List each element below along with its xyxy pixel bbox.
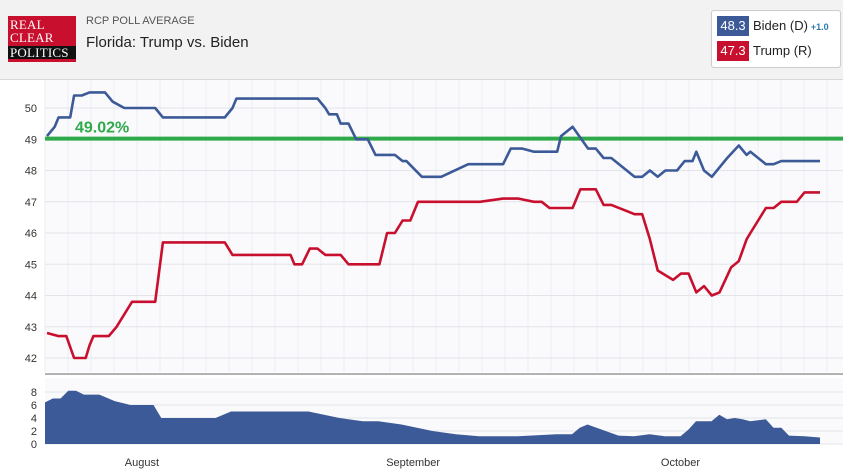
legend-item-biden[interactable]: 48.3 Biden (D) +1.0: [717, 16, 829, 36]
spread-y-tick-label: 2: [31, 426, 37, 438]
x-tick-label: August: [125, 457, 159, 469]
logo-text-clear: CLEAR: [10, 30, 54, 45]
y-tick-label: 49: [25, 134, 37, 146]
y-tick-label: 50: [25, 103, 37, 115]
legend-item-trump[interactable]: 47.3 Trump (R): [717, 41, 812, 61]
biden-line: [45, 91, 820, 179]
y-tick-label: 42: [25, 353, 37, 365]
y-tick-label: 44: [25, 291, 37, 303]
y-tick-label: 45: [25, 259, 37, 271]
y-tick-label: 48: [25, 166, 37, 178]
logo-text-politics: POLITICS: [8, 46, 76, 59]
x-tick-label: October: [661, 457, 700, 469]
y-tick-label: 47: [25, 197, 37, 209]
rcp-logo[interactable]: REAL CLEAR POLITICS: [8, 16, 76, 62]
chart-subtitle: RCP POLL AVERAGE: [86, 15, 195, 27]
reference-line-label: 49.02%: [75, 120, 129, 137]
spread-y-tick-label: 6: [31, 400, 37, 412]
legend-value-biden: 48.3: [717, 16, 749, 36]
y-tick-label: 43: [25, 322, 37, 334]
legend-change-biden: +1.0: [810, 22, 829, 32]
trump-line: [46, 188, 820, 360]
spread-area: [45, 390, 820, 444]
vertical-gridlines: [44, 80, 828, 372]
header: REAL CLEAR POLITICS RCP POLL AVERAGE Flo…: [0, 0, 843, 80]
chart-title: Florida: Trump vs. Biden: [86, 34, 249, 51]
spread-y-tick-label: 8: [31, 387, 37, 399]
logo-text-real: REAL: [10, 17, 45, 32]
legend-name-trump: Trump (R): [753, 43, 812, 58]
spread-y-tick-label: 0: [31, 439, 37, 451]
legend-value-trump: 47.3: [717, 41, 749, 61]
main-plot-background: [45, 80, 843, 372]
legend-name-biden: Biden (D): [753, 18, 808, 33]
y-tick-label: 46: [25, 228, 37, 240]
spread-y-tick-label: 4: [31, 413, 37, 425]
legend: 48.3 Biden (D) +1.0 47.3 Trump (R): [711, 10, 841, 68]
x-tick-label: September: [386, 457, 440, 469]
